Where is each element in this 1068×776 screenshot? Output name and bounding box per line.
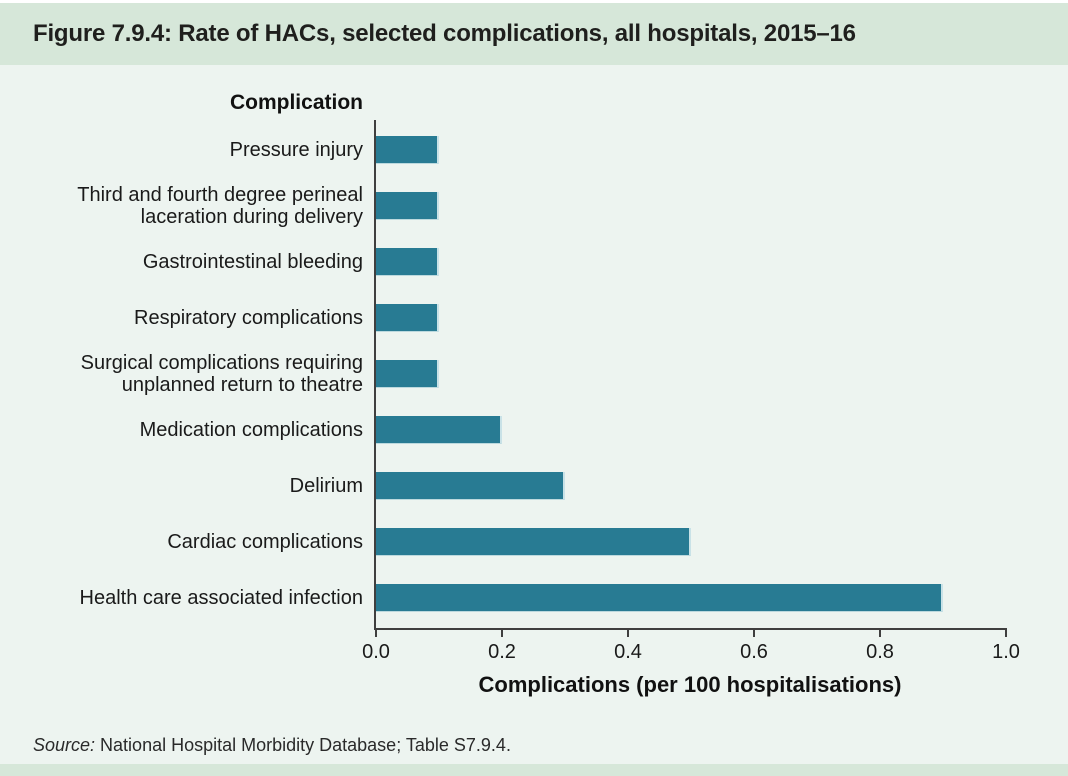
value-axis-title: Complications (per 100 hospitalisations) [478,672,902,697]
bar [376,416,502,444]
x-axis-tick-label: 0.2 [488,641,516,663]
bar [376,248,439,276]
x-axis-tick [879,628,881,637]
x-axis-tick [501,628,503,637]
bar [376,472,565,500]
x-axis-tick [375,628,377,637]
category-label: Health care associated infection [79,587,364,609]
x-axis-tick-label: 0.0 [362,641,390,663]
category-label: Pressure injury [229,139,363,161]
x-axis-tick [1005,628,1007,637]
bar [376,528,691,556]
x-axis-tick-label: 0.8 [866,641,894,663]
bar [376,136,439,164]
source-text: National Hospital Morbidity Database; Ta… [95,735,511,755]
x-axis-tick-label: 0.4 [614,641,642,663]
category-label: Surgical complications requiring unplann… [80,352,363,396]
x-axis-tick-label: 0.6 [740,641,768,663]
x-axis-tick [627,628,629,637]
category-axis-title: Complication [229,91,363,114]
figure-title: Figure 7.9.4: Rate of HACs, selected com… [33,20,856,47]
source-note: Source: National Hospital Morbidity Data… [33,735,511,756]
category-label: Delirium [289,475,363,497]
category-label: Third and fourth degree perineal lacerat… [77,184,363,228]
category-label: Medication complications [139,419,363,441]
category-label: Gastrointestinal bleeding [142,251,363,273]
figure-footer-band [0,764,1068,776]
source-prefix: Source: [33,735,96,755]
top-margin [0,0,1068,3]
x-axis-tick [753,628,755,637]
bar [376,304,439,332]
plot-area: 0.0 0.2 0.4 0.6 0.8 1.0 [362,120,1020,663]
x-axis-tick-label: 1.0 [992,641,1020,663]
category-label: Respiratory complications [134,307,363,329]
figure-header-band: Figure 7.9.4: Rate of HACs, selected com… [0,3,1068,65]
category-label: Cardiac complications [167,531,363,553]
bar [376,360,439,388]
category-labels: Pressure injury Third and fourth degree p… [0,122,363,626]
bar [376,192,439,220]
bar [376,584,943,612]
